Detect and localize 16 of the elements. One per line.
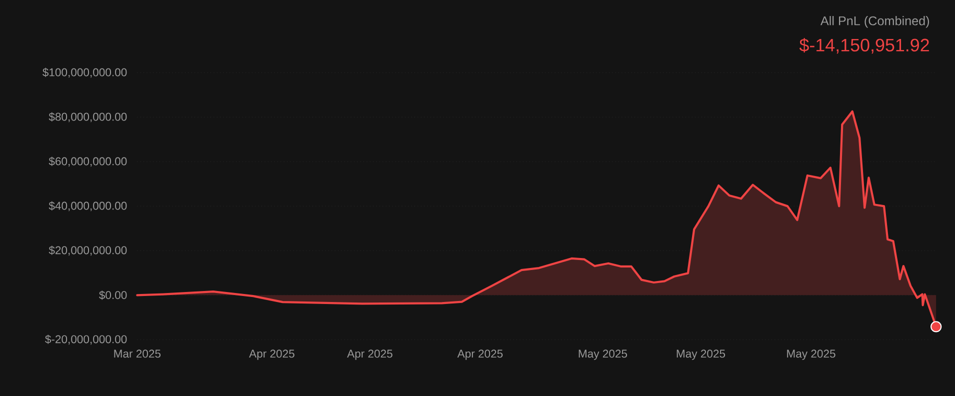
y-tick-label: $60,000,000.00 <box>48 156 127 166</box>
y-tick-label: $100,000,000.00 <box>42 68 127 78</box>
y-tick-label: $40,000,000.00 <box>48 201 127 211</box>
y-tick-label: $80,000,000.00 <box>48 112 127 122</box>
y-tick-label: $0.00 <box>99 290 127 300</box>
y-tick-label: $20,000,000.00 <box>48 246 127 256</box>
x-tick-label: Apr 2025 <box>249 349 294 360</box>
x-tick-label: May 2025 <box>578 349 628 360</box>
x-tick-label: May 2025 <box>787 349 836 360</box>
chart-title: All PnL (Combined) <box>820 16 930 28</box>
x-tick-label: Mar 2025 <box>114 349 161 358</box>
x-tick-label: May 2025 <box>676 349 726 360</box>
x-tick-label: Apr 2025 <box>457 349 503 360</box>
y-tick-label: $-20,000,000.00 <box>45 334 127 344</box>
x-tick-label: Apr 2025 <box>347 349 392 360</box>
chart-subtitle: $-14,150,951.92 <box>799 38 929 54</box>
